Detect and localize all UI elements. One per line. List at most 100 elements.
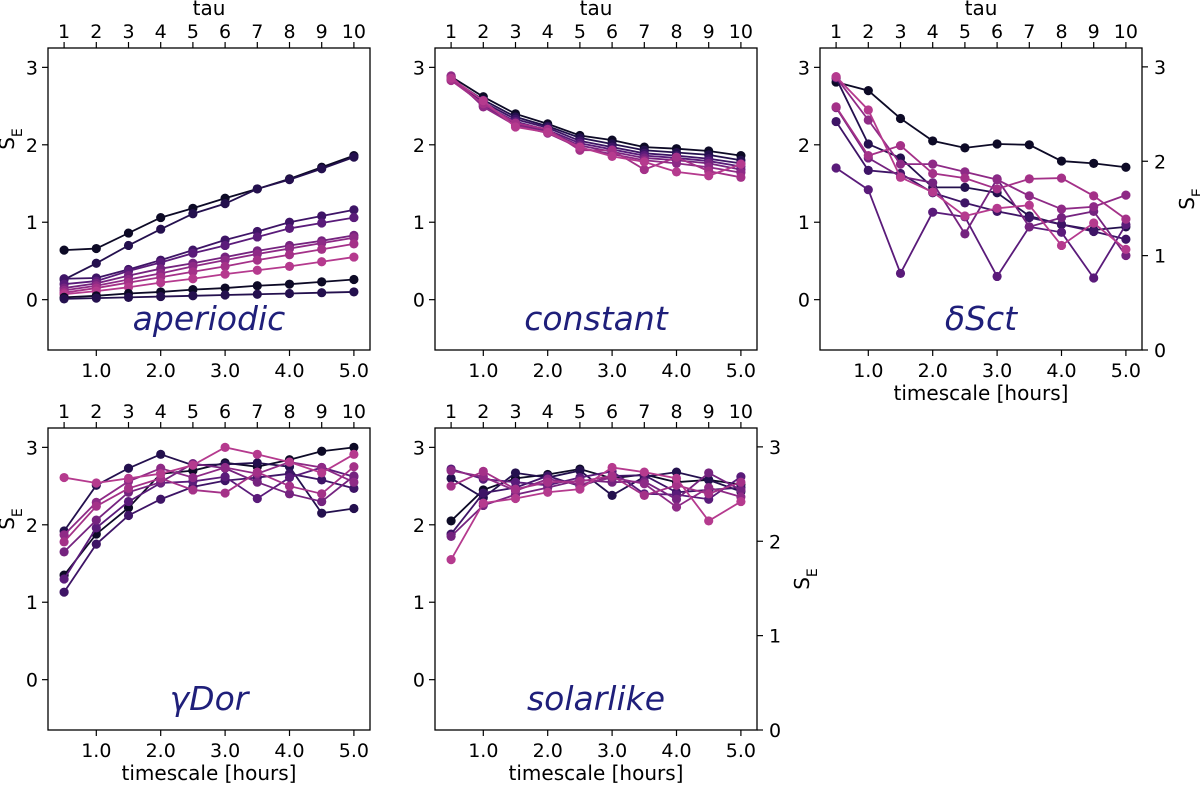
x-tick-label: 3.0: [597, 740, 627, 762]
data-point: [543, 127, 553, 138]
tau-tick-label: 8: [283, 401, 295, 423]
data-point: [1024, 212, 1034, 223]
data-point: [1089, 202, 1099, 212]
x-tick-label: 1.0: [81, 740, 111, 762]
tau-tick-label: 2: [862, 21, 874, 43]
data-point: [349, 252, 359, 262]
data-point: [446, 516, 456, 526]
tau-tick-label: 9: [703, 401, 715, 423]
series-1: [59, 152, 359, 285]
tau-tick-label: 7: [251, 21, 263, 43]
plot-frame: [47, 47, 371, 351]
data-point: [59, 574, 69, 584]
data-point: [59, 245, 69, 255]
data-point: [863, 105, 873, 115]
series-line: [64, 208, 355, 280]
data-point: [831, 72, 841, 82]
data-point: [123, 240, 134, 251]
y-tick-label: 0: [26, 670, 38, 692]
series-line: [63, 462, 355, 553]
series-line: [450, 469, 742, 509]
data-point: [446, 555, 456, 565]
tau-tick-label: 9: [1088, 21, 1100, 43]
data-point: [478, 498, 488, 508]
x-tick-label: 3.0: [210, 360, 240, 382]
data-point: [252, 467, 262, 477]
data-point: [220, 269, 230, 279]
data-point: [992, 184, 1002, 194]
data-point: [992, 139, 1002, 149]
y-label-main: S: [790, 577, 814, 590]
tau-tick-label: 6: [991, 21, 1003, 43]
data-point: [510, 122, 521, 132]
x-tick-label: 5.0: [339, 740, 369, 762]
data-point: [317, 489, 327, 499]
series-line: [835, 107, 1127, 257]
tau-tick-label: 6: [219, 401, 231, 423]
series-3: [446, 75, 746, 172]
series-line: [63, 466, 355, 543]
right-y-tick-label: 3: [1154, 57, 1166, 79]
data-point: [317, 468, 327, 478]
data-point: [59, 472, 69, 483]
panel-0: 1.02.03.04.05.012345678910tau0123SEaperi…: [0, 0, 371, 382]
x-tick-label: 3.0: [210, 740, 240, 762]
data-point: [317, 508, 327, 518]
data-point: [639, 467, 649, 477]
data-point: [220, 462, 230, 473]
data-point: [220, 283, 230, 293]
data-point: [671, 502, 682, 512]
data-point: [91, 258, 101, 268]
data-point: [252, 449, 262, 459]
series-line: [450, 469, 742, 499]
data-point: [284, 489, 295, 499]
series-line: [63, 236, 355, 292]
data-point: [992, 271, 1002, 282]
series-line: [63, 446, 355, 484]
data-point: [671, 167, 682, 177]
x-tick-label: 5.0: [726, 360, 756, 382]
data-point: [91, 501, 101, 511]
tau-tick-label: 6: [219, 21, 231, 43]
data-point: [284, 457, 295, 467]
x-tick-label: 5.0: [1111, 360, 1141, 382]
data-point: [252, 265, 262, 275]
right-y-axis-label: SE: [1175, 188, 1200, 210]
data-point: [607, 490, 617, 500]
x-tick-label: 2.0: [146, 740, 176, 762]
series-line: [835, 76, 1127, 251]
y-axis-label: SE: [0, 128, 26, 150]
series-line: [63, 461, 355, 536]
data-point: [91, 293, 101, 303]
data-point: [349, 442, 359, 452]
tau-tick-label: 10: [342, 401, 366, 423]
panel-title: δSct: [945, 299, 1018, 338]
data-point: [349, 477, 359, 487]
y-tick-label: 2: [413, 135, 425, 157]
data-point: [156, 278, 166, 288]
data-point: [220, 472, 230, 482]
series-line: [450, 76, 742, 171]
right-y-tick-label: 3: [769, 437, 781, 459]
data-point: [1056, 227, 1067, 237]
data-point: [188, 274, 198, 284]
data-point: [1024, 191, 1034, 201]
tau-tick-label: 1: [830, 21, 842, 43]
data-point: [188, 209, 198, 219]
data-point: [1056, 204, 1067, 214]
right-y-tick-label: 2: [769, 531, 781, 553]
data-point: [1024, 140, 1034, 150]
series-6: [831, 102, 1131, 224]
data-point: [91, 523, 101, 533]
right-y-tick-label: 1: [1154, 246, 1166, 268]
tau-tick-label: 5: [574, 21, 586, 43]
series-line: [63, 466, 355, 580]
y-tick-label: 2: [413, 515, 425, 537]
data-point: [960, 198, 970, 208]
data-point: [510, 484, 521, 494]
data-point: [349, 205, 359, 215]
data-point: [252, 493, 262, 504]
data-point: [1089, 273, 1099, 283]
x-tick-label: 4.0: [274, 740, 304, 762]
data-point: [607, 462, 617, 473]
